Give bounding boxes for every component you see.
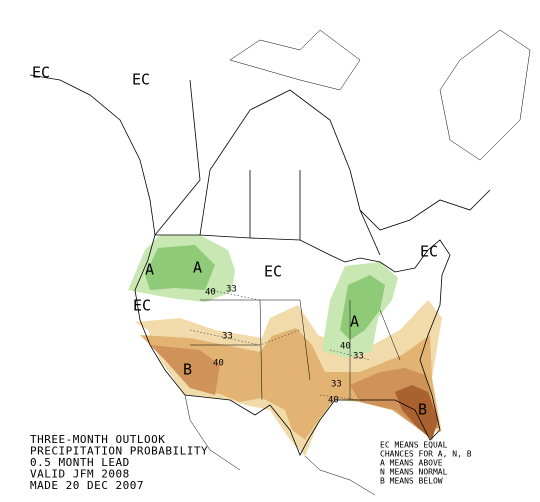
legend-line: B MEANS BELOW xyxy=(380,477,443,486)
map-shading xyxy=(128,235,442,456)
map-outlines xyxy=(29,29,531,496)
region-label: EC xyxy=(420,243,438,261)
contour-label: 33 xyxy=(353,352,364,362)
title-line: VALID JFM 2008 xyxy=(30,468,130,481)
title-line: MADE 20 DEC 2007 xyxy=(30,479,144,492)
contour-label: 40 xyxy=(340,342,351,352)
contour-label: 40 xyxy=(328,396,339,406)
region-label: EC xyxy=(264,263,282,281)
region-label: EC xyxy=(32,64,50,82)
region-label: A xyxy=(350,313,359,331)
contour-label: 33 xyxy=(222,332,233,342)
region-label: A xyxy=(193,259,202,277)
region-label: B xyxy=(183,361,192,379)
region-label: B xyxy=(418,401,427,419)
title-line: PRECIPITATION PROBABILITY xyxy=(30,445,208,458)
contour-label: 33 xyxy=(226,285,237,295)
region-label: EC xyxy=(132,71,150,89)
legend-line: EC MEANS EQUAL xyxy=(380,441,448,450)
contour-label: 33 xyxy=(331,380,342,390)
title-line: 0.5 MONTH LEAD xyxy=(30,456,130,469)
region-label: A xyxy=(145,261,154,279)
title-line: THREE-MONTH OUTLOOK xyxy=(30,433,165,446)
legend-line: A MEANS ABOVE xyxy=(380,459,443,468)
legend-line: CHANCES FOR A, N, B xyxy=(380,450,472,459)
legend-line: N MEANS NORMAL xyxy=(380,468,448,477)
contour-label: 40 xyxy=(205,288,216,298)
region-label: EC xyxy=(133,297,151,315)
contour-label: 40 xyxy=(213,359,224,369)
